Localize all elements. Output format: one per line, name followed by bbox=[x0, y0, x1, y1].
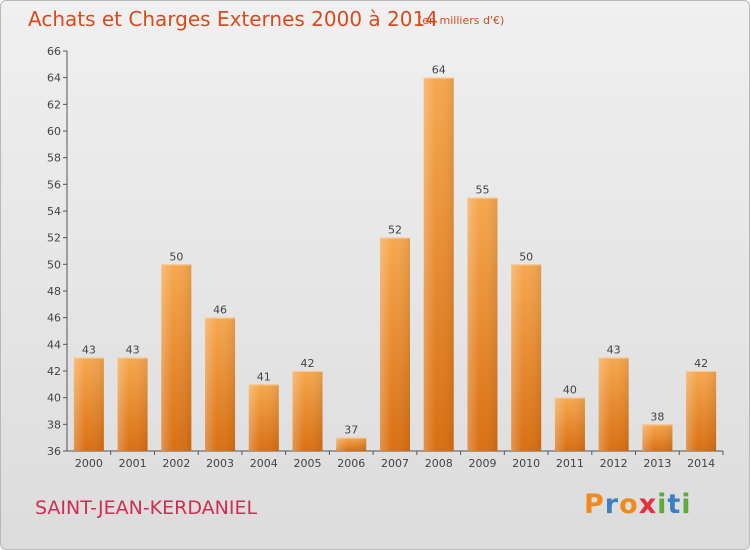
bar-shine bbox=[554, 397, 585, 451]
bar-value-label: 43 bbox=[82, 344, 96, 357]
proxiti-logo: Proxiti bbox=[584, 489, 692, 520]
bar-value-label: 50 bbox=[519, 250, 533, 263]
bar-value-label: 38 bbox=[650, 410, 664, 423]
y-tick-label: 54 bbox=[47, 205, 61, 218]
y-tick-label: 44 bbox=[47, 338, 61, 351]
y-tick-label: 52 bbox=[47, 232, 61, 245]
x-tick-label: 2007 bbox=[381, 457, 409, 470]
bar-shine bbox=[248, 384, 279, 451]
logo-letter: o bbox=[619, 489, 639, 520]
y-tick-label: 56 bbox=[47, 178, 61, 191]
x-tick-label: 2012 bbox=[600, 457, 628, 470]
bars: 43 43 50 46 41 42 37 52 64 55 50 40 43 38 42 bbox=[73, 64, 717, 452]
bar-value-label: 43 bbox=[607, 344, 621, 357]
bar-shine bbox=[205, 317, 236, 451]
y-tick-label: 60 bbox=[47, 125, 61, 138]
bar-value-label: 42 bbox=[301, 357, 315, 370]
bar-shine bbox=[73, 357, 104, 451]
bar-shine bbox=[292, 371, 323, 451]
chart-unit: (en milliers d'€) bbox=[418, 14, 505, 27]
bar-value-label: 52 bbox=[388, 224, 402, 237]
bar-shine bbox=[423, 77, 454, 452]
bar-shine bbox=[598, 357, 629, 451]
chart-title: Achats et Charges Externes 2000 à 2014 bbox=[28, 7, 438, 31]
bar-value-label: 41 bbox=[257, 370, 271, 383]
logo-letter: t bbox=[667, 489, 682, 520]
x-tick-label: 2013 bbox=[643, 457, 671, 470]
bar-value-label: 40 bbox=[563, 384, 577, 397]
bar-shine bbox=[686, 371, 717, 451]
x-tick-label: 2006 bbox=[337, 457, 365, 470]
logo-letter: x bbox=[638, 489, 658, 520]
x-tick-label: 2000 bbox=[75, 457, 103, 470]
x-tick-label: 2003 bbox=[206, 457, 234, 470]
bar-shine bbox=[161, 264, 192, 451]
bar-shine bbox=[336, 437, 367, 451]
bar-shine bbox=[380, 237, 410, 451]
x-tick-label: 2004 bbox=[250, 457, 278, 470]
y-tick-label: 48 bbox=[47, 285, 61, 298]
y-tick-label: 62 bbox=[47, 98, 61, 111]
bar-value-label: 43 bbox=[126, 344, 140, 357]
y-tick-label: 46 bbox=[47, 312, 61, 325]
y-axis: 36 38 40 42 44 46 48 50 52 54 56 58 60 62 64 66 bbox=[47, 45, 68, 458]
x-tick-label: 2011 bbox=[556, 457, 584, 470]
x-tick-label: 2009 bbox=[468, 457, 496, 470]
y-tick-label: 50 bbox=[47, 258, 61, 271]
bar-value-label: 42 bbox=[694, 357, 708, 370]
bar-shine bbox=[117, 357, 148, 451]
y-tick-label: 58 bbox=[47, 152, 61, 165]
logo-letter: r bbox=[604, 489, 620, 520]
bar-value-label: 37 bbox=[344, 424, 358, 437]
x-tick-label: 2001 bbox=[119, 457, 147, 470]
y-tick-label: 36 bbox=[47, 445, 61, 458]
x-axis: 2000 2001 2002 2003 2004 2005 2006 2007 2008 2009… bbox=[67, 450, 724, 470]
bar-value-label: 50 bbox=[169, 250, 183, 263]
y-tick-label: 40 bbox=[47, 392, 61, 405]
logo-letter: i bbox=[681, 489, 692, 520]
logo-letter: P bbox=[584, 489, 605, 520]
bar-value-label: 64 bbox=[432, 64, 446, 77]
bar-shine bbox=[467, 197, 498, 451]
x-tick-label: 2014 bbox=[687, 457, 715, 470]
x-tick-label: 2010 bbox=[512, 457, 540, 470]
x-tick-label: 2008 bbox=[425, 457, 453, 470]
bar-shine bbox=[511, 264, 542, 451]
x-tick-label: 2005 bbox=[294, 457, 322, 470]
bar-value-label: 55 bbox=[475, 184, 489, 197]
y-tick-label: 66 bbox=[47, 45, 61, 58]
x-tick-label: 2002 bbox=[162, 457, 190, 470]
y-tick-label: 42 bbox=[47, 365, 61, 378]
bar-shine bbox=[642, 424, 673, 451]
y-tick-label: 38 bbox=[47, 418, 61, 431]
commune-name: SAINT-JEAN-KERDANIEL bbox=[35, 497, 258, 519]
bar-value-label: 46 bbox=[213, 304, 227, 317]
y-tick-label: 64 bbox=[47, 72, 61, 85]
logo-letter: i bbox=[657, 489, 668, 520]
